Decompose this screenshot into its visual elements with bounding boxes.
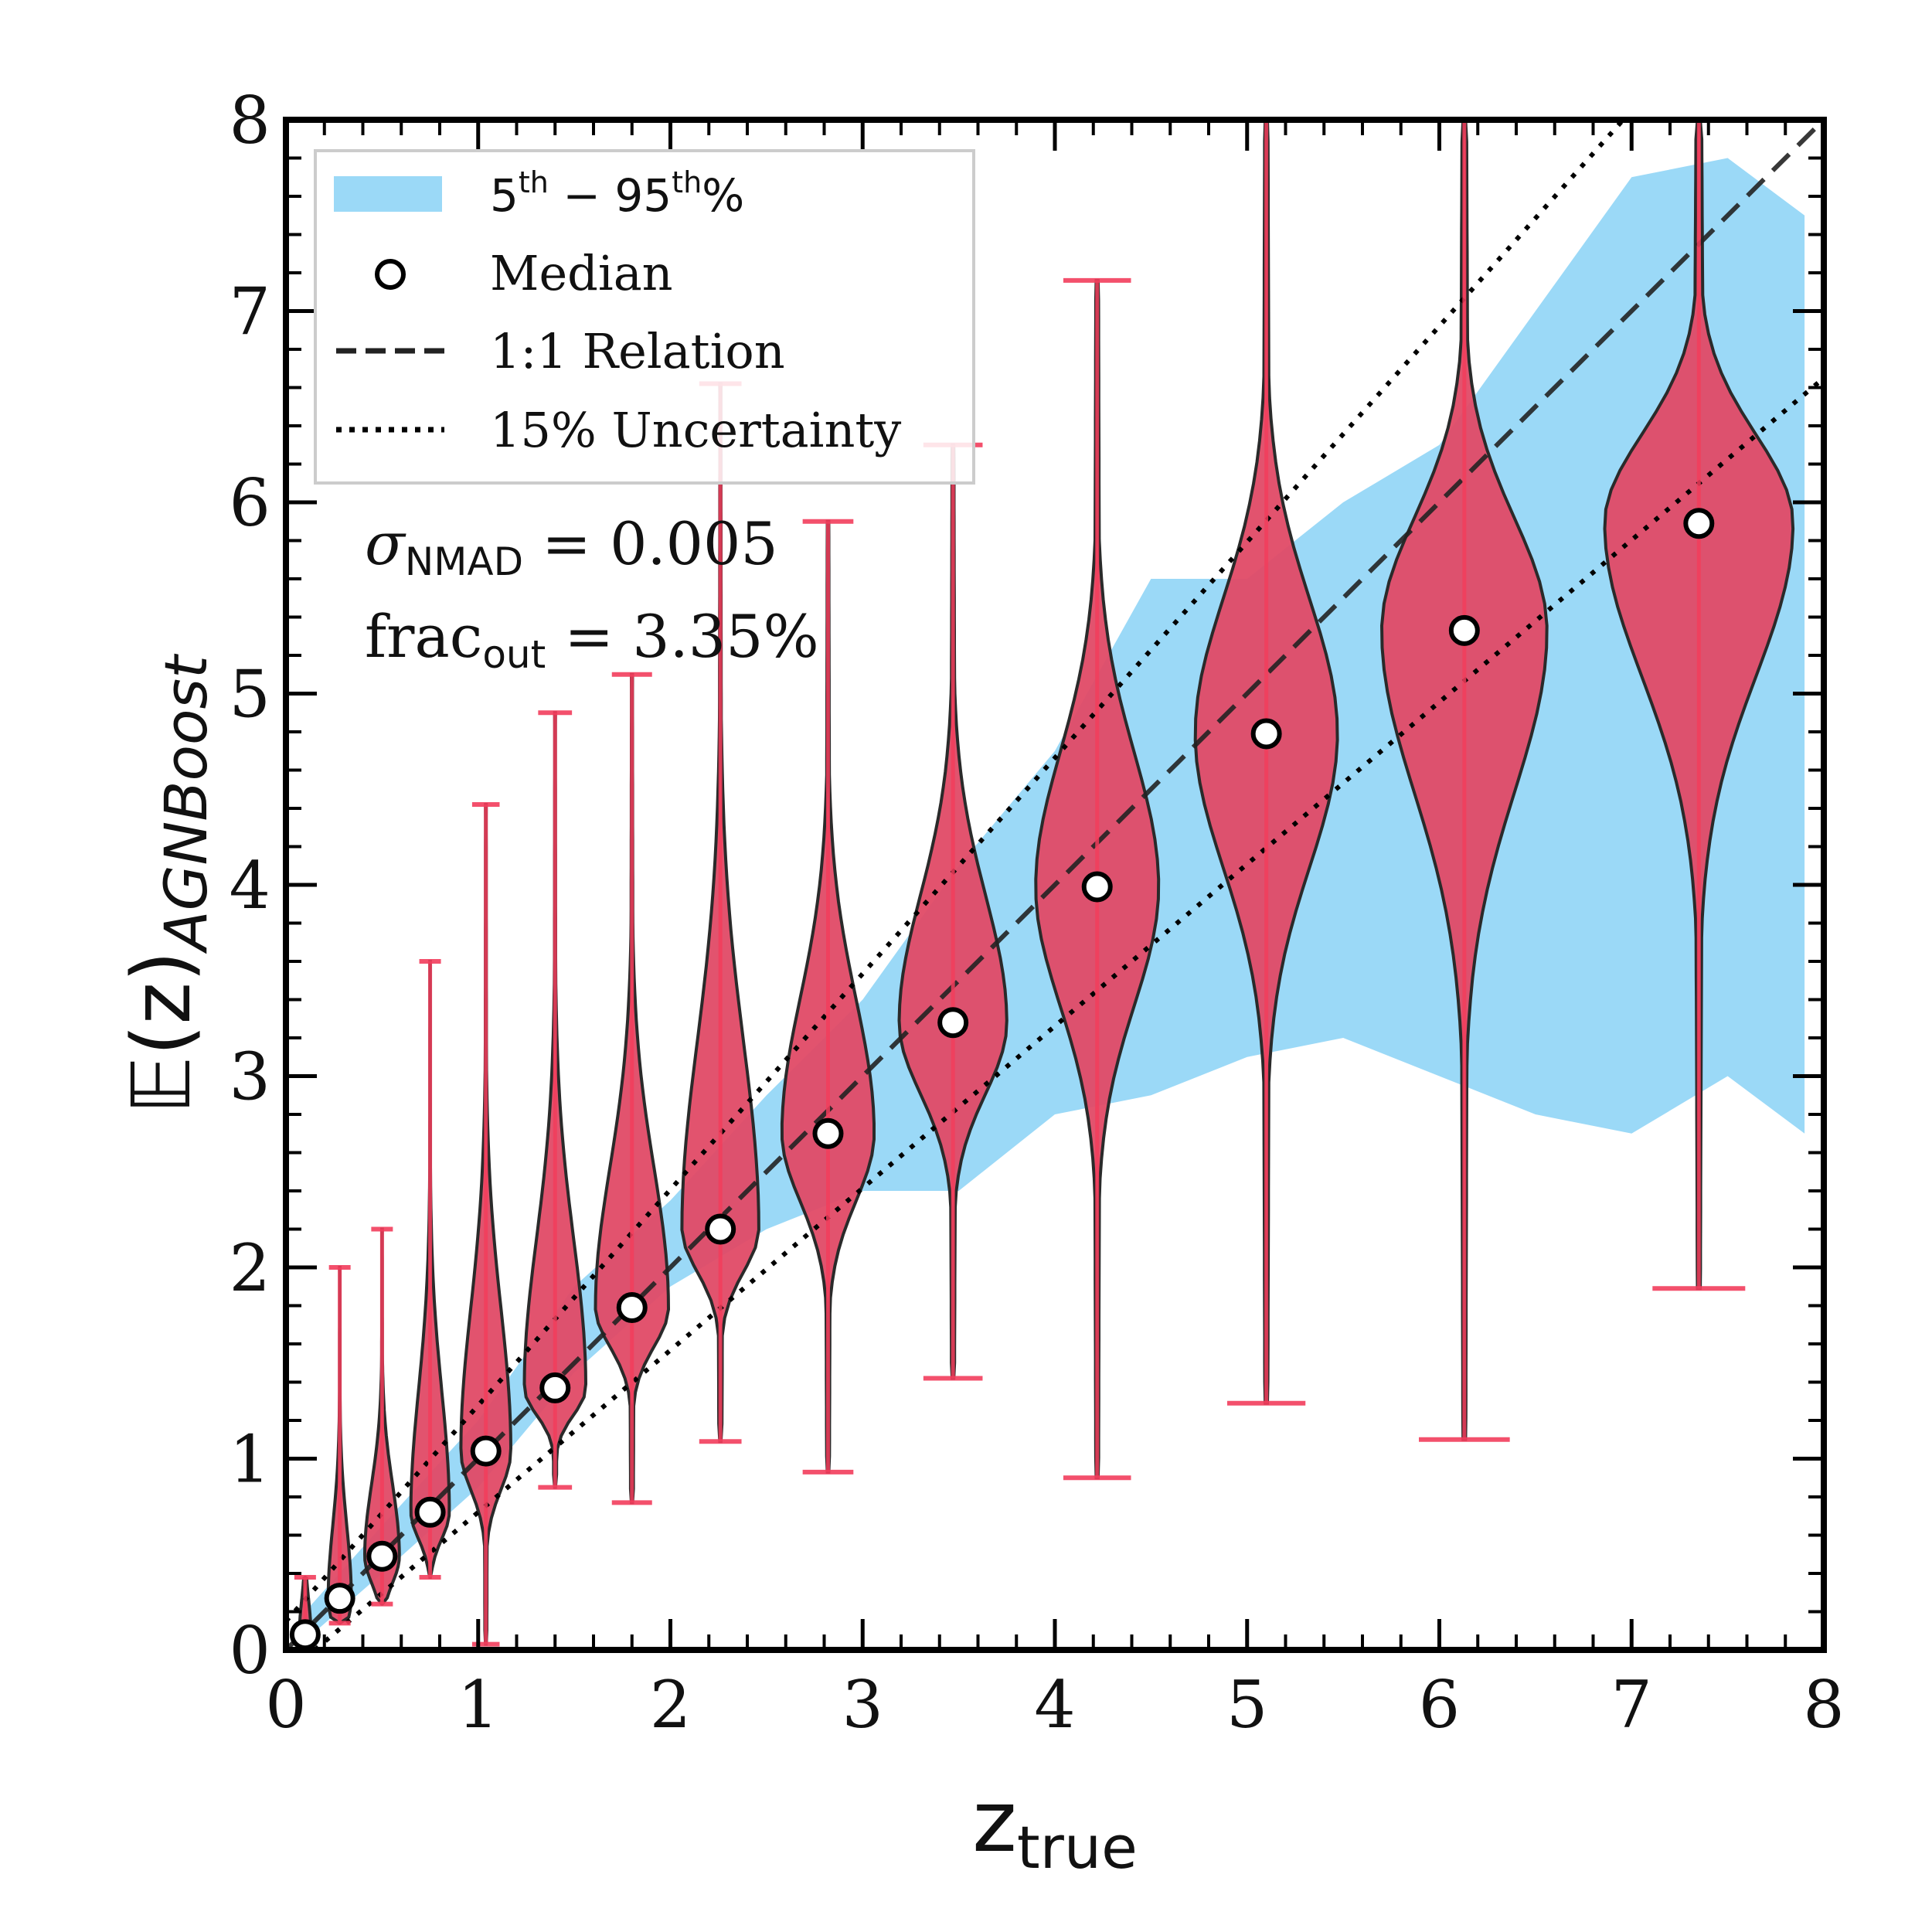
median-marker-7 <box>705 1213 736 1245</box>
median-marker-6 <box>616 1291 648 1323</box>
y-tick-label-6: 6 <box>230 465 270 541</box>
legend-one-to-one-label: 1:1 Relation <box>490 323 785 379</box>
frac-out-text: fracout = 3.35% <box>365 602 819 677</box>
y-axis-title-main: 𝔼(z) <box>114 951 209 1114</box>
x-tick-label-4: 4 <box>1034 1667 1075 1743</box>
median-marker-12 <box>1448 614 1480 646</box>
median-marker-1 <box>324 1583 355 1614</box>
sigma-symbol: σ <box>365 509 406 578</box>
median-marker-3 <box>414 1496 446 1528</box>
frac-sub: out <box>482 632 546 677</box>
x-tick-label-1: 1 <box>457 1667 498 1743</box>
x-tick-label-3: 3 <box>842 1667 883 1743</box>
legend-band-sup2: th <box>672 165 702 199</box>
y-tick-labels: 0 1 2 3 4 5 6 7 8 <box>230 83 270 1689</box>
x-tick-label-6: 6 <box>1419 1667 1460 1743</box>
legend-band-label: 5th − 95th% <box>490 165 744 222</box>
median-marker-5 <box>539 1372 571 1403</box>
y-axis-title: 𝔼(z)AGNBoost <box>114 653 220 1114</box>
legend-band-sup1: th <box>519 165 549 199</box>
x-axis-title-sub: true <box>1017 1813 1138 1882</box>
y-tick-label-0: 0 <box>230 1613 270 1689</box>
median-marker-13 <box>1683 508 1715 539</box>
x-tick-label-0: 0 <box>265 1667 306 1743</box>
sigma-sub: NMAD <box>405 539 523 584</box>
legend-band-tail: % <box>702 169 744 222</box>
errorbar-layer <box>294 120 1746 1650</box>
lower-uncertainty-line <box>313 376 1824 1650</box>
y-tick-label-7: 7 <box>230 274 270 350</box>
legend-band-mid: − 95 <box>549 169 672 222</box>
legend-band-base: 5 <box>490 169 519 222</box>
legend-median-marker <box>375 259 406 290</box>
legend-band-swatch <box>334 176 442 212</box>
plot-frame <box>283 117 1827 1653</box>
legend-median-label: Median <box>490 245 673 301</box>
y-tick-label-8: 8 <box>230 83 270 158</box>
y-tick-label-1: 1 <box>230 1422 270 1498</box>
median-marker-8 <box>812 1117 844 1149</box>
y-axis-title-sub: AGNBoost <box>151 653 220 954</box>
y-tick-label-3: 3 <box>230 1039 270 1115</box>
sigma-value: = 0.005 <box>523 509 778 578</box>
x-tick-labels: 0 1 2 3 4 5 6 7 8 <box>265 1667 1844 1743</box>
x-tick-label-5: 5 <box>1226 1667 1267 1743</box>
y-tick-label-2: 2 <box>230 1230 270 1306</box>
median-marker-11 <box>1250 718 1282 750</box>
legend: 5th − 95th% Median 1:1 Relation 15% Unce… <box>314 149 975 485</box>
legend-uncertainty-label: 15% Uncertainty <box>490 402 901 458</box>
median-marker-4 <box>470 1435 502 1467</box>
x-tick-label-2: 2 <box>650 1667 691 1743</box>
frac-base: frac <box>365 602 482 671</box>
median-marker-10 <box>1081 871 1113 903</box>
x-tick-label-8: 8 <box>1803 1667 1844 1743</box>
median-marker-9 <box>937 1007 969 1039</box>
median-marker-0 <box>289 1619 321 1650</box>
frac-value: = 3.35% <box>546 602 818 671</box>
median-marker-2 <box>366 1540 398 1572</box>
x-axis-title-main: z <box>972 1772 1017 1871</box>
y-tick-label-4: 4 <box>230 848 270 923</box>
x-axis-title: ztrue <box>972 1772 1138 1882</box>
y-tick-label-5: 5 <box>230 657 270 733</box>
sigma-nmad-text: σNMAD = 0.005 <box>365 509 778 584</box>
x-tick-label-7: 7 <box>1611 1667 1652 1743</box>
